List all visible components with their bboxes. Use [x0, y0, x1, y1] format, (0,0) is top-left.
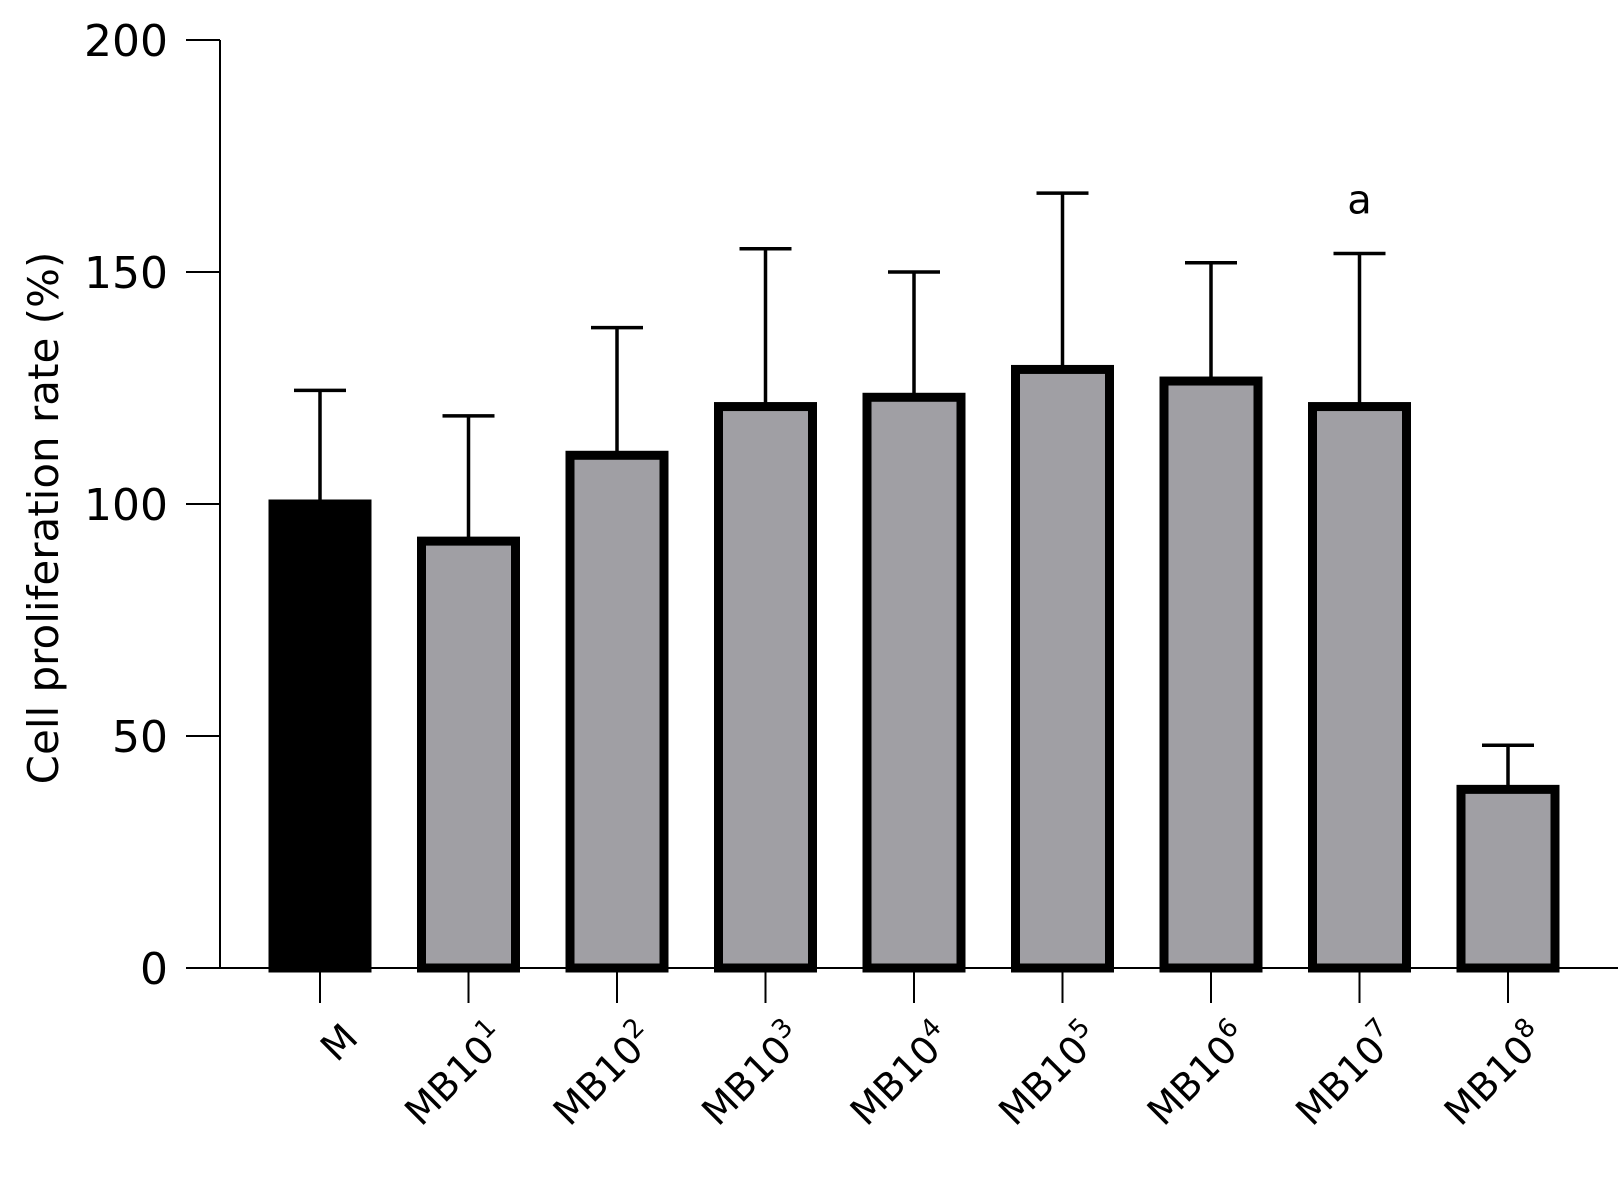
x-tick-label: MB108: [1433, 1012, 1554, 1133]
bar: [714, 402, 817, 973]
bar: [268, 499, 372, 973]
y-tick-label: 200: [84, 16, 168, 67]
bar: [1456, 784, 1560, 973]
y-tick-label: 0: [140, 944, 168, 995]
bar: [417, 536, 520, 973]
bar: [1308, 402, 1411, 973]
bar: [862, 392, 966, 973]
x-tick-label: MB103: [690, 1012, 811, 1133]
error-bars: [294, 191, 1534, 790]
bar: [1011, 364, 1114, 973]
x-tick-label: MB105: [987, 1012, 1108, 1133]
bar: [1159, 376, 1263, 973]
y-axis: 0 50 100 150 200: [84, 16, 221, 995]
x-tick-label: MB102: [542, 1012, 663, 1133]
annotations: a: [1347, 177, 1372, 223]
x-axis: M MB101 MB102 MB103 MB104 MB105 MB106 MB107 MB10…: [220, 967, 1618, 1134]
x-tick-label: MB106: [1136, 1012, 1257, 1133]
bar: [565, 450, 669, 973]
y-tick-label: 150: [84, 248, 168, 299]
bars: [268, 364, 1560, 973]
x-tick-label: MB107: [1284, 1012, 1405, 1133]
y-axis-title: Cell proliferation rate (%): [19, 252, 68, 785]
x-tick-label: MB101: [393, 1012, 514, 1133]
x-tick-label: M: [312, 1015, 366, 1069]
y-tick-label: 50: [112, 712, 168, 763]
significance-label: a: [1347, 177, 1372, 223]
x-tick-label: MB104: [839, 1012, 960, 1133]
y-tick-label: 100: [84, 480, 168, 531]
